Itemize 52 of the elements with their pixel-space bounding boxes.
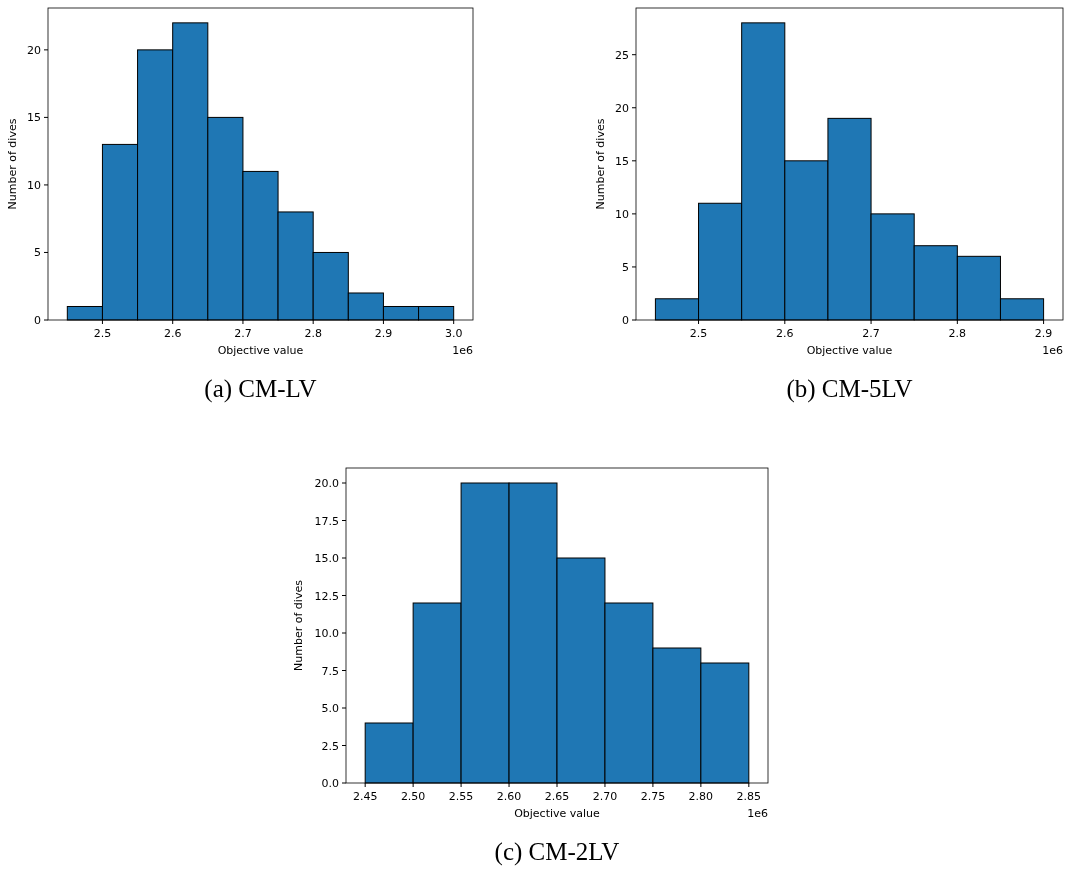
y-tick-label: 5 bbox=[622, 260, 629, 274]
text: 1e6 bbox=[747, 807, 768, 820]
y-tick-label: 15 bbox=[27, 111, 41, 125]
y-tick-label: 12.5 bbox=[314, 589, 339, 603]
y-tick-label: 2.5 bbox=[321, 739, 339, 753]
y-axis-title: Number of dives bbox=[594, 118, 607, 210]
y-tick-label: 10 bbox=[27, 178, 41, 192]
y-tick-label: 20 bbox=[27, 43, 41, 57]
x-tick-label: 2.85 bbox=[736, 790, 762, 803]
x-tick-label: 2.50 bbox=[400, 790, 426, 803]
text: 1e6 bbox=[452, 344, 473, 357]
y-tick-label: 5 bbox=[34, 246, 41, 260]
x-tick-label: 2.5 bbox=[689, 327, 708, 340]
y-tick-label: 0 bbox=[622, 314, 629, 327]
y-tick-label: 10 bbox=[615, 207, 629, 221]
y-tick-label: 20 bbox=[615, 101, 629, 115]
y-tick-label: 15.0 bbox=[314, 552, 339, 565]
text: (b) CM-5LV bbox=[786, 375, 913, 403]
x-tick-label: 2.80 bbox=[688, 790, 714, 803]
y-tick-label: 17.5 bbox=[314, 514, 339, 528]
x-tick-label: 2.6 bbox=[776, 327, 794, 340]
y-tick-label: 0.0 bbox=[321, 777, 339, 790]
x-axis-title: Objective value bbox=[806, 344, 893, 357]
y-tick-label: 25 bbox=[615, 48, 629, 62]
x-tick-label: 2.8 bbox=[948, 327, 967, 340]
text: (c) CM-2LV bbox=[494, 838, 620, 866]
x-tick-label: 2.6 bbox=[163, 327, 182, 340]
y-axis-title: Number of dives bbox=[292, 579, 305, 671]
text: (a) CM-LV bbox=[204, 375, 317, 403]
x-tick-label: 2.7 bbox=[862, 327, 880, 340]
y-tick-label: 15 bbox=[615, 154, 629, 168]
y-tick-label: 20.0 bbox=[314, 477, 339, 490]
x-axis-title: Objective value bbox=[514, 807, 601, 820]
y-tick-label: 5.0 bbox=[321, 702, 339, 715]
x-tick-label: 2.55 bbox=[448, 790, 474, 803]
text: 1e6 bbox=[1042, 344, 1063, 357]
x-tick-label: 2.9 bbox=[1034, 327, 1053, 340]
x-tick-label: 2.60 bbox=[496, 790, 522, 803]
y-axis-title: Number of dives bbox=[6, 118, 19, 210]
x-tick-label: 2.5 bbox=[93, 327, 112, 340]
x-tick-label: 3.0 bbox=[444, 327, 463, 340]
y-tick-label: 7.5 bbox=[321, 664, 339, 678]
x-tick-label: 2.70 bbox=[592, 790, 618, 803]
x-axis-title: Objective value bbox=[217, 344, 304, 357]
x-tick-label: 2.75 bbox=[640, 790, 666, 803]
x-tick-label: 2.65 bbox=[544, 790, 570, 803]
x-tick-label: 2.7 bbox=[234, 327, 252, 340]
y-tick-label: 0 bbox=[34, 314, 41, 327]
x-tick-label: 2.9 bbox=[374, 327, 393, 340]
x-tick-label: 2.8 bbox=[304, 327, 322, 340]
x-tick-label: 2.45 bbox=[352, 790, 378, 803]
y-tick-label: 10.0 bbox=[314, 627, 339, 640]
